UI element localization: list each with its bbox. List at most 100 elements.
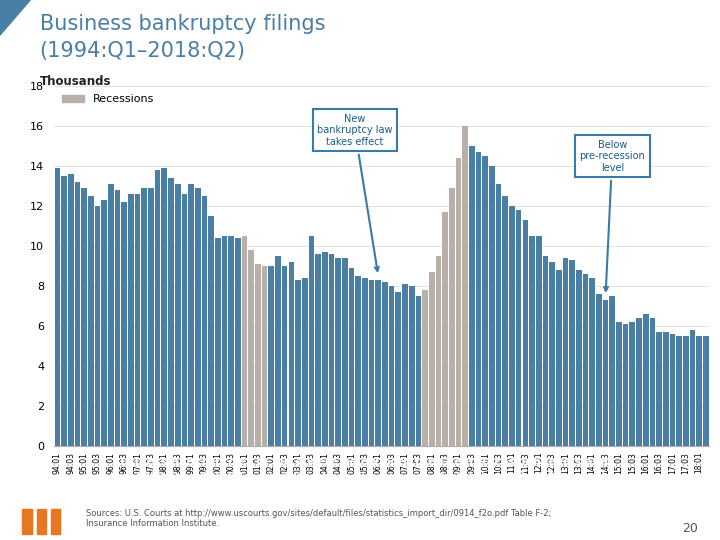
Bar: [509, 206, 515, 446]
Bar: [181, 194, 187, 446]
Polygon shape: [0, 0, 30, 35]
Bar: [75, 182, 80, 446]
Bar: [362, 278, 368, 446]
Bar: [55, 168, 60, 446]
Bar: [415, 296, 421, 446]
Bar: [556, 270, 562, 446]
Bar: [590, 278, 595, 446]
Bar: [529, 236, 535, 446]
Bar: [429, 272, 435, 446]
Text: 20: 20: [683, 522, 698, 535]
Bar: [215, 238, 220, 446]
Bar: [51, 509, 60, 534]
Bar: [409, 286, 415, 446]
Bar: [161, 168, 167, 446]
Bar: [155, 170, 161, 446]
Bar: [676, 336, 682, 446]
Bar: [342, 258, 348, 446]
Bar: [168, 178, 174, 446]
Bar: [469, 146, 474, 446]
Bar: [195, 188, 201, 446]
Bar: [336, 258, 341, 446]
Bar: [68, 174, 73, 446]
Bar: [489, 166, 495, 445]
Bar: [395, 292, 401, 446]
Bar: [496, 184, 501, 446]
Bar: [636, 318, 642, 446]
Bar: [623, 324, 629, 446]
Bar: [242, 236, 248, 446]
Text: (1994:Q1–2018:Q2): (1994:Q1–2018:Q2): [40, 40, 246, 60]
Bar: [543, 256, 548, 446]
Bar: [696, 336, 702, 446]
Bar: [295, 280, 301, 446]
Bar: [670, 334, 675, 445]
Bar: [375, 280, 381, 446]
Bar: [262, 266, 267, 445]
Bar: [248, 250, 254, 446]
Bar: [616, 322, 622, 446]
Legend: Recessions: Recessions: [58, 90, 158, 109]
Bar: [102, 200, 107, 446]
Bar: [235, 238, 240, 446]
Bar: [503, 196, 508, 446]
Bar: [656, 332, 662, 446]
Bar: [382, 282, 388, 446]
Bar: [348, 268, 354, 445]
Bar: [442, 212, 448, 446]
Bar: [188, 184, 194, 446]
Bar: [141, 188, 147, 446]
Bar: [94, 206, 100, 446]
Bar: [516, 210, 521, 446]
Bar: [690, 330, 696, 446]
Text: New
bankruptcy law
takes effect: New bankruptcy law takes effect: [317, 114, 392, 271]
Bar: [536, 236, 541, 446]
Bar: [255, 264, 261, 446]
Bar: [208, 216, 214, 446]
Bar: [148, 188, 154, 446]
Bar: [369, 280, 374, 446]
Bar: [482, 156, 488, 446]
Bar: [663, 332, 669, 446]
Bar: [135, 194, 140, 446]
Bar: [289, 262, 294, 446]
Bar: [603, 300, 608, 446]
Bar: [449, 188, 454, 446]
Text: Below
pre-recession
level: Below pre-recession level: [580, 140, 645, 291]
Bar: [269, 266, 274, 445]
Bar: [476, 152, 482, 445]
Bar: [61, 176, 67, 446]
Bar: [114, 190, 120, 446]
Bar: [328, 254, 334, 446]
Bar: [108, 184, 114, 446]
Bar: [629, 322, 635, 446]
Bar: [282, 266, 287, 445]
Bar: [562, 258, 568, 446]
Bar: [649, 318, 655, 446]
Bar: [302, 278, 307, 446]
Bar: [228, 236, 234, 446]
Bar: [202, 196, 207, 446]
Bar: [222, 236, 228, 446]
Bar: [315, 254, 321, 446]
Bar: [81, 188, 87, 446]
Bar: [523, 220, 528, 446]
Bar: [309, 236, 314, 446]
Bar: [389, 286, 395, 446]
Bar: [570, 260, 575, 446]
Bar: [683, 336, 688, 446]
Bar: [175, 184, 181, 446]
Bar: [275, 256, 281, 446]
Bar: [422, 290, 428, 446]
Bar: [322, 252, 328, 446]
Bar: [402, 284, 408, 446]
Bar: [456, 158, 462, 446]
Text: Business bankruptcies in 2014 were below both the Great Recession levels and
the: Business bankruptcies in 2014 were below…: [109, 457, 611, 496]
Bar: [582, 274, 588, 446]
Bar: [128, 194, 134, 446]
Bar: [88, 196, 94, 446]
Bar: [703, 336, 708, 446]
Bar: [549, 262, 555, 446]
Bar: [462, 126, 468, 446]
Bar: [37, 509, 46, 534]
